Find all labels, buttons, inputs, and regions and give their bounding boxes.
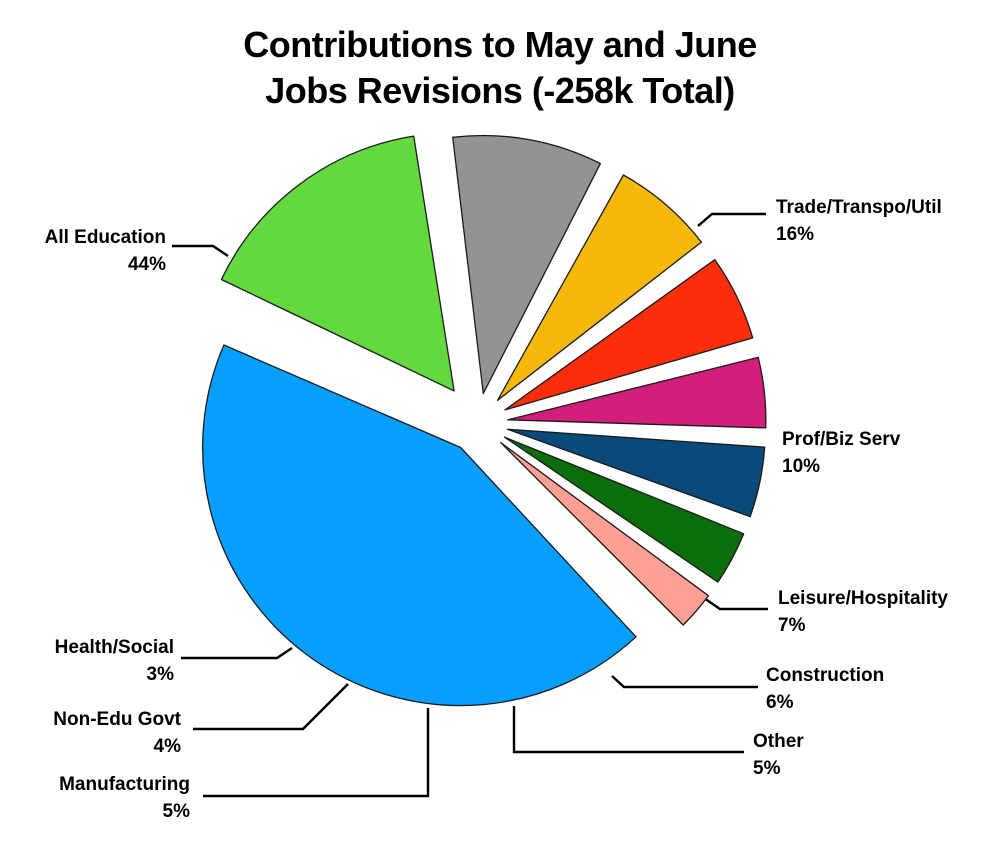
pie-slice-prof-biz-serv [452,134,602,395]
slice-percent-trade-transpo-util: 16% [776,224,814,245]
slice-percent-health-social: 3% [147,664,175,685]
slice-label-manufacturing: Manufacturing [59,774,190,795]
slice-percent-prof-biz-serv: 10% [782,456,820,477]
slice-percent-other: 5% [753,758,781,779]
slice-label-leisure-hospitality: Leisure/Hospitality [778,588,948,609]
slice-percent-leisure-hospitality: 7% [778,615,806,636]
chart-title-line-1: Contributions to May and June [243,24,757,65]
pie-slice-other [507,356,767,429]
slice-label-prof-biz-serv: Prof/Biz Serv [782,429,901,450]
slice-percent-construction: 6% [766,692,794,713]
leader-line-health-social [181,647,293,660]
pie-slice-leisure-hospitality [496,174,703,401]
chart-title-line-2: Jobs Revisions (-258k Total) [265,70,735,111]
slice-label-other: Other [753,731,804,752]
chart-title: Contributions to May and June Jobs Revis… [0,22,1000,114]
pie-slice-trade-transpo-util [220,135,455,392]
leader-line-leisure-hospitality [703,597,768,611]
pie-slice-construction [504,259,754,411]
pie-slice-non-edu-govt [503,436,745,583]
slice-label-construction: Construction [766,665,884,686]
pie-slice-manufacturing [506,428,766,518]
leader-line-construction [611,675,758,689]
leader-line-all-education [172,244,229,257]
pie-slice-all-education [201,344,637,707]
leader-line-other [512,706,744,754]
slice-label-health-social: Health/Social [55,637,174,658]
slice-label-trade-transpo-util: Trade/Transpo/Util [776,197,942,218]
slice-percent-non-edu-govt: 4% [154,736,182,757]
leader-line-non-edu-govt [193,683,349,731]
leader-line-manufacturing [203,708,430,798]
slice-label-non-edu-govt: Non-Edu Govt [53,709,181,730]
pie-slice-health-social [500,441,710,626]
slice-label-all-education: All Education [45,227,166,248]
slice-percent-manufacturing: 5% [163,801,191,822]
slice-percent-all-education: 44% [128,254,166,275]
leader-line-trade-transpo-util [697,212,766,227]
